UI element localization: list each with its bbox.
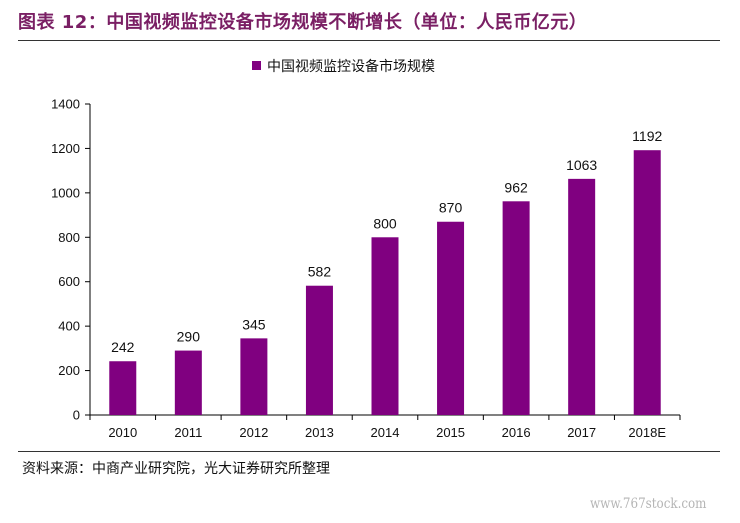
x-tick-label: 2012 [239, 425, 268, 440]
bar [174, 350, 202, 415]
y-tick-label: 200 [58, 363, 80, 378]
title-divider [18, 40, 720, 41]
x-axis-labels: 2010 2011 2012 2013 2014 2015 2016 2017 2018E [108, 425, 666, 440]
legend-swatch [252, 61, 261, 70]
bar [109, 361, 137, 415]
y-tick-label: 1200 [51, 141, 80, 156]
x-tick-label: 2018E [628, 425, 666, 440]
x-tick-label: 2016 [502, 425, 531, 440]
x-tick-label: 2015 [436, 425, 465, 440]
x-tick-label: 2011 [174, 425, 202, 440]
x-tick-label: 2014 [371, 425, 400, 440]
bar [502, 201, 530, 415]
bar-value-label: 242 [111, 339, 135, 355]
chart-legend: 中国视频监控设备市场规模 [252, 58, 435, 75]
data-labels: 242 290 345 582 800 870 962 1063 1192 [111, 128, 662, 355]
bar-value-label: 800 [373, 215, 397, 231]
y-tick-label: 400 [58, 319, 80, 334]
bar [633, 150, 661, 415]
bar [305, 285, 333, 415]
y-tick-label: 1000 [51, 185, 80, 200]
source-divider [18, 451, 720, 452]
y-axis-ticks: 0 200 400 600 800 1000 1200 1400 [51, 97, 90, 423]
bar-value-label: 870 [439, 200, 463, 216]
x-tick-label: 2013 [305, 425, 334, 440]
bar [371, 237, 399, 415]
y-tick-label: 1400 [51, 97, 80, 112]
figure-title: 图表 12：中国视频监控设备市场规模不断增长（单位：人民币亿元） [18, 12, 588, 33]
bar [568, 178, 596, 415]
bar [240, 338, 268, 415]
bars [109, 150, 661, 415]
y-tick-label: 800 [58, 230, 80, 245]
bar-value-label: 1192 [632, 128, 662, 144]
bar-value-label: 582 [308, 264, 332, 280]
bar-value-label: 345 [242, 316, 266, 332]
bar-value-label: 962 [504, 179, 528, 195]
legend-label: 中国视频监控设备市场规模 [267, 58, 435, 75]
bar-value-label: 1063 [566, 157, 597, 173]
y-tick-label: 0 [73, 408, 80, 423]
bar-value-label: 290 [177, 329, 201, 345]
y-tick-label: 600 [58, 274, 80, 289]
source-note: 资料来源：中商产业研究院，光大证券研究所整理 [22, 461, 330, 477]
x-tick-label: 2017 [567, 425, 596, 440]
bar [437, 221, 465, 415]
x-tick-label: 2010 [108, 425, 137, 440]
watermark: www.767stock.com [590, 496, 707, 512]
bar-chart: 中国视频监控设备市场规模 0 200 400 600 800 1000 1200 1400 2… [51, 58, 681, 440]
